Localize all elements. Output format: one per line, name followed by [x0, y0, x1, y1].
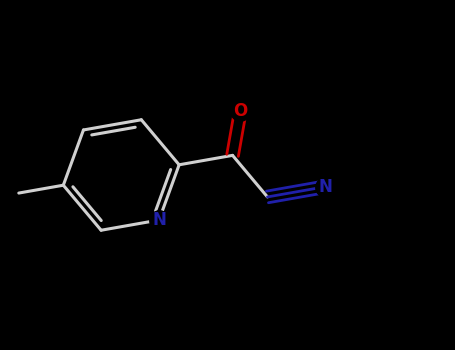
Text: O: O	[233, 102, 248, 120]
Text: N: N	[152, 211, 166, 229]
Text: N: N	[318, 178, 332, 196]
